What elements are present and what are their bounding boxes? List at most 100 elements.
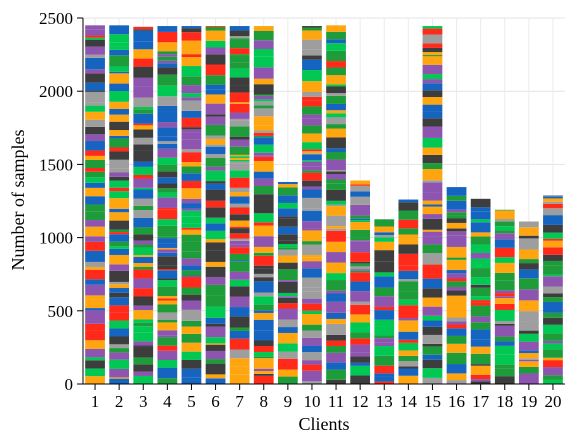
bar-segment — [133, 26, 154, 30]
bar-segment — [157, 243, 178, 248]
bar-segment — [157, 296, 178, 299]
bar-segment — [181, 152, 202, 163]
bar-segment — [422, 28, 443, 35]
bar-segment — [109, 46, 130, 50]
bar-segment — [543, 208, 563, 216]
bar-segment — [543, 349, 563, 358]
bar-segment — [229, 220, 250, 227]
bar-segment — [277, 249, 298, 256]
bar-segment — [302, 277, 322, 288]
bar-segment — [85, 279, 105, 285]
bar-segment — [133, 161, 154, 167]
bar-segment — [470, 284, 491, 288]
bar-segment — [422, 297, 443, 307]
bar-segment — [133, 109, 154, 114]
x-axis-title: Clients — [298, 414, 349, 434]
bar-segment — [302, 49, 322, 56]
bar-segment — [253, 375, 274, 384]
bar-segment — [277, 358, 298, 370]
bar-segment — [253, 340, 274, 347]
bar-segment — [253, 296, 274, 305]
bar-segment — [494, 345, 515, 355]
bar-segment — [253, 273, 274, 278]
bar-segment — [109, 191, 130, 197]
bar-segment — [302, 27, 322, 31]
bar-segment — [422, 264, 443, 275]
bar-segment — [446, 328, 467, 336]
bar-segment — [109, 254, 130, 265]
bar-segment — [494, 239, 515, 248]
bar-segment — [181, 351, 202, 360]
bar-segment — [109, 109, 130, 115]
bar-segment — [253, 222, 274, 226]
bar-segment — [326, 252, 346, 263]
bar-segment — [302, 125, 322, 134]
bar-segment — [470, 316, 491, 323]
bar-segment — [229, 228, 250, 234]
bar-segment — [133, 263, 154, 267]
bar-segment — [253, 30, 274, 41]
bar-segment — [157, 96, 178, 106]
bar-segment — [181, 203, 202, 209]
bar-segment — [543, 357, 563, 361]
bar-segment — [205, 276, 226, 285]
bar-segment — [205, 64, 226, 76]
bar-segment — [326, 43, 346, 51]
bar-segment — [253, 94, 274, 96]
bar-segment — [543, 375, 563, 380]
bar-segment — [109, 176, 130, 181]
x-tick-label: 3 — [139, 392, 148, 411]
bar-segment — [398, 350, 419, 356]
bar-segment — [326, 226, 346, 229]
bar-segment — [470, 219, 491, 223]
bar-segment — [229, 30, 250, 37]
bar-segment — [157, 56, 178, 61]
bar-segment — [157, 265, 178, 270]
bar-segment — [205, 40, 226, 48]
bar-segment — [326, 228, 346, 231]
bar-segment — [326, 113, 346, 118]
bar-segment — [229, 196, 250, 204]
bar-segment — [157, 219, 178, 226]
bar-segment — [422, 274, 443, 279]
bar-segment — [350, 269, 371, 271]
bar-segment — [181, 229, 202, 235]
bar-segment — [543, 333, 563, 341]
bar-segment — [85, 111, 105, 120]
bar-segment — [229, 126, 250, 137]
bar-segment — [205, 166, 226, 171]
bar-segment — [277, 255, 298, 263]
bar-segment — [543, 195, 563, 197]
bar-segment — [85, 310, 105, 321]
bar-segment — [133, 345, 154, 347]
bar-segment — [133, 41, 154, 50]
bar-segment — [494, 209, 515, 211]
bar-segment — [181, 180, 202, 189]
bar-segment — [133, 123, 154, 126]
bar-segment — [350, 322, 371, 333]
bar-segment — [181, 342, 202, 352]
bar-segment — [422, 126, 443, 138]
bar-segment — [109, 264, 130, 271]
bar-segment — [302, 330, 322, 338]
bar-segment — [543, 343, 563, 350]
bar-segment — [543, 196, 563, 199]
bar-segment — [133, 198, 154, 206]
bar-segment — [253, 358, 274, 369]
bar-segment — [374, 232, 395, 236]
bar-segment — [181, 40, 202, 51]
bar-segment — [181, 100, 202, 111]
bar-segment — [181, 129, 202, 133]
bar-segment — [398, 265, 419, 271]
bar-client-13 — [374, 219, 395, 384]
bar-segment — [518, 366, 539, 374]
bar-segment — [446, 380, 467, 384]
bar-segment — [85, 171, 105, 178]
bar-segment — [85, 35, 105, 38]
bar-client-20 — [543, 195, 563, 384]
bar-segment — [229, 156, 250, 158]
bar-segment — [302, 381, 322, 383]
bar-segment — [109, 34, 130, 43]
bar-segment — [157, 252, 178, 257]
bar-segment — [518, 311, 539, 322]
